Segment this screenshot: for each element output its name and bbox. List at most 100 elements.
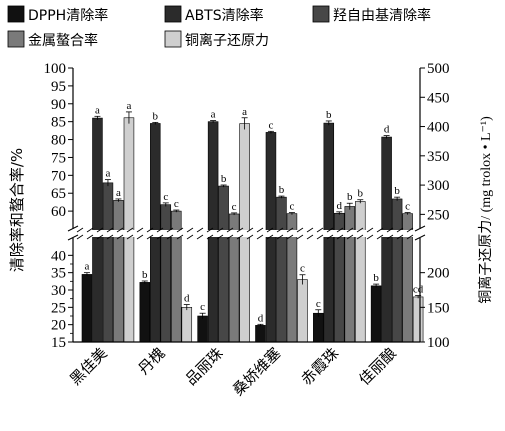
break-mark [96,234,104,240]
category-label: 桑娇维塞 [229,344,284,399]
right-tick-label: 400 [427,120,450,136]
left-tick-label: 90 [51,97,66,113]
left-axis-label: 清除率和螯合率/% [8,148,26,272]
break-mark [346,234,354,240]
bar [344,206,356,343]
break-mark [126,234,134,240]
significance-label: a [85,261,90,273]
bar [160,204,172,343]
bar [297,279,308,343]
break-mark [246,234,254,240]
legend-label: 铜离子还原力 [185,32,269,49]
bar [412,296,424,343]
bar [355,201,366,343]
significance-label: c [300,263,305,275]
right-tick-label: 350 [427,149,450,165]
significance-label: b [394,185,400,197]
break-mark [206,227,214,233]
break-mark [376,234,384,240]
legend-swatch [164,30,182,48]
break-mark [376,227,384,233]
axis-break-slash [67,225,79,232]
significance-label: a [242,106,247,118]
break-mark [186,227,194,233]
bar [370,285,382,343]
significance-label: a [106,168,111,180]
break-mark [306,234,314,240]
category-label: 丹槐 [135,344,169,378]
break-mark [196,227,204,233]
break-mark [356,227,364,233]
break-mark [236,227,244,233]
left-tick-label: 35 [51,266,66,282]
left-tick-label: 30 [51,283,66,299]
break-mark [286,227,294,233]
break-mark [86,234,94,240]
significance-label: c [174,198,179,210]
right-tick-label: 300 [427,178,450,194]
break-mark [76,227,84,233]
break-mark [226,227,234,233]
left-tick-label: 70 [51,168,66,184]
significance-label: c [290,201,295,213]
break-mark [116,234,124,240]
bar [313,312,324,343]
bar [218,185,229,343]
break-mark [326,227,334,233]
bar [391,198,403,343]
right-tick-label: 100 [427,335,450,351]
break-mark [316,227,324,233]
break-mark [216,234,224,240]
significance-label: c [163,191,168,203]
break-mark [176,234,184,240]
break-mark [396,227,404,233]
bar [255,325,266,343]
significance-label: c [200,301,205,313]
bar [102,182,114,343]
break-mark [156,227,164,233]
significance-label: d [258,312,264,324]
break-mark [256,234,264,240]
break-mark [86,227,94,233]
left-tick-label: 20 [51,318,66,334]
left-tick-label: 40 [51,248,66,264]
left-tick-label: 95 [51,79,66,95]
bar [276,196,287,343]
right-tick-label: 200 [427,266,450,282]
break-mark [96,227,104,233]
significance-label: b [153,110,159,122]
significance-label: a [127,100,132,112]
break-mark [106,227,114,233]
break-mark [206,234,214,240]
break-mark [356,234,364,240]
axis-break-slash [67,234,79,241]
significance-label: b [142,269,148,281]
break-mark [136,227,144,233]
bar [197,315,208,343]
break-mark [106,234,114,240]
right-tick-label: 500 [427,61,450,77]
break-mark [296,227,304,233]
break-mark [336,234,344,240]
category-label: 品丽珠 [182,344,227,389]
break-mark [186,234,194,240]
break-mark [286,234,294,240]
significance-label: b [326,109,332,121]
break-mark [116,227,124,233]
break-mark [136,234,144,240]
left-tick-label: 25 [51,300,66,316]
break-mark [406,227,414,233]
break-mark [196,234,204,240]
break-mark [126,227,134,233]
significance-label: b [221,173,227,185]
break-mark [266,234,274,240]
break-mark [276,227,284,233]
left-tick-label: 85 [51,115,66,131]
right-tick-label: 250 [427,207,450,223]
break-mark [276,234,284,240]
significance-label: b [279,184,285,196]
legend-swatch [164,5,182,23]
break-mark [406,234,414,240]
break-mark [146,234,154,240]
